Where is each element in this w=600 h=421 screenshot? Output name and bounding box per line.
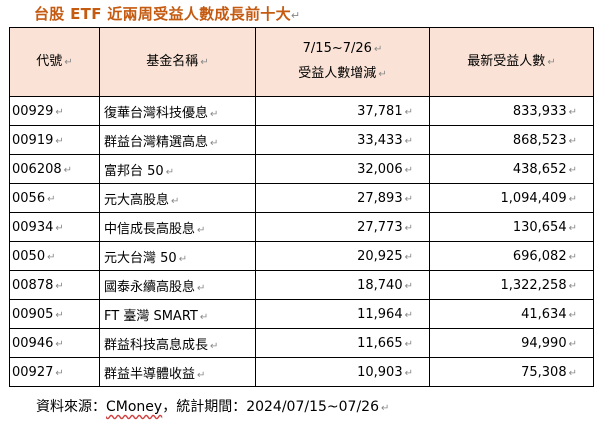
name-cell: 富邦台 50 ↵ xyxy=(99,154,256,184)
table-header-row: 代號 ↵ 基金名稱 ↵ 7/15~7/26 ↵ 受益人數增減 ↵ 最新受益人數 ↵ xyxy=(9,27,594,97)
etf-beneficiary-table: 代號 ↵ 基金名稱 ↵ 7/15~7/26 ↵ 受益人數增減 ↵ 最新受益人數 ↵ 0092… xyxy=(9,27,594,387)
code-cell: 00946 ↵ xyxy=(9,328,100,358)
code-cell: 00878 ↵ xyxy=(9,270,100,300)
latest-cell: 75,308 ↵ xyxy=(429,357,594,387)
header-change: 7/15~7/26 ↵ 受益人數增減 ↵ xyxy=(255,27,430,97)
change-cell: 11,964 ↵ xyxy=(255,299,430,329)
table-row: 00927 ↵ 群益半導體收益 ↵ 10,903 ↵ 75,308 ↵ xyxy=(9,357,594,387)
latest-cell: 868,523 ↵ xyxy=(429,125,594,155)
name-cell: 復華台灣科技優息 ↵ xyxy=(99,96,256,126)
latest-cell: 696,082 ↵ xyxy=(429,241,594,271)
table-row: 00919 ↵ 群益台灣精選高息 ↵ 33,433 ↵ 868,523 ↵ xyxy=(9,125,594,155)
name-cell: 元大台灣 50 ↵ xyxy=(99,241,256,271)
latest-cell: 130,654 ↵ xyxy=(429,212,594,242)
change-cell: 11,665 ↵ xyxy=(255,328,430,358)
latest-cell: 438,652 ↵ xyxy=(429,154,594,184)
name-cell: 元大高股息 ↵ xyxy=(99,183,256,213)
table-row: 0050 ↵ 元大台灣 50 ↵ 20,925 ↵ 696,082 ↵ xyxy=(9,241,594,271)
header-code: 代號 ↵ xyxy=(9,27,100,97)
table-row: 00946 ↵ 群益科技高息成長 ↵ 11,665 ↵ 94,990 ↵ xyxy=(9,328,594,358)
table-row: 00929 ↵ 復華台灣科技優息 ↵ 37,781 ↵ 833,933 ↵ xyxy=(9,96,594,126)
paragraph-mark-icon: ↵ xyxy=(290,9,301,22)
code-cell: 00905 ↵ xyxy=(9,299,100,329)
change-cell: 27,893 ↵ xyxy=(255,183,430,213)
code-cell: 00927 ↵ xyxy=(9,357,100,387)
change-cell: 37,781 ↵ xyxy=(255,96,430,126)
code-cell: 00919 ↵ xyxy=(9,125,100,155)
source-note: 資料來源：CMoney，統計期間：2024/07/15~07/26 ↵ xyxy=(36,399,390,415)
name-cell: FT 臺灣 SMART ↵ xyxy=(99,299,256,329)
name-cell: 國泰永續高股息 ↵ xyxy=(99,270,256,300)
table-row: 00934 ↵ 中信成長高股息 ↵ 27,773 ↵ 130,654 ↵ xyxy=(9,212,594,242)
source-name: CMoney xyxy=(106,399,163,415)
code-cell: 0050 ↵ xyxy=(9,241,100,271)
code-cell: 006208 ↵ xyxy=(9,154,100,184)
change-cell: 33,433 ↵ xyxy=(255,125,430,155)
table-row: 00905 ↵ FT 臺灣 SMART ↵ 11,964 ↵ 41,634 ↵ xyxy=(9,299,594,329)
code-cell: 00934 ↵ xyxy=(9,212,100,242)
name-cell: 群益科技高息成長 ↵ xyxy=(99,328,256,358)
latest-cell: 41,634 ↵ xyxy=(429,299,594,329)
latest-cell: 1,094,409 ↵ xyxy=(429,183,594,213)
table-row: 006208 ↵ 富邦台 50 ↵ 32,006 ↵ 438,652 ↵ xyxy=(9,154,594,184)
change-cell: 27,773 ↵ xyxy=(255,212,430,242)
table-body: 00929 ↵ 復華台灣科技優息 ↵ 37,781 ↵ 833,933 ↵ 00919 ↵ 群益台灣… xyxy=(9,96,594,387)
change-cell: 10,903 ↵ xyxy=(255,357,430,387)
change-cell: 18,740 ↵ xyxy=(255,270,430,300)
latest-cell: 1,322,258 ↵ xyxy=(429,270,594,300)
latest-cell: 94,990 ↵ xyxy=(429,328,594,358)
latest-cell: 833,933 ↵ xyxy=(429,96,594,126)
header-name: 基金名稱 ↵ xyxy=(99,27,256,97)
code-cell: 0056 ↵ xyxy=(9,183,100,213)
code-cell: 00929 ↵ xyxy=(9,96,100,126)
table-row: 00878 ↵ 國泰永續高股息 ↵ 18,740 ↵ 1,322,258 ↵ xyxy=(9,270,594,300)
name-cell: 群益台灣精選高息 ↵ xyxy=(99,125,256,155)
table-row: 0056 ↵ 元大高股息 ↵ 27,893 ↵ 1,094,409 ↵ xyxy=(9,183,594,213)
name-cell: 群益半導體收益 ↵ xyxy=(99,357,256,387)
header-latest: 最新受益人數 ↵ xyxy=(429,27,594,97)
change-cell: 20,925 ↵ xyxy=(255,241,430,271)
table-title: 台股 ETF 近兩周受益人數成長前十大↵ xyxy=(34,3,300,24)
change-cell: 32,006 ↵ xyxy=(255,154,430,184)
name-cell: 中信成長高股息 ↵ xyxy=(99,212,256,242)
table-title-text: 台股 ETF 近兩周受益人數成長前十大 xyxy=(34,5,291,23)
